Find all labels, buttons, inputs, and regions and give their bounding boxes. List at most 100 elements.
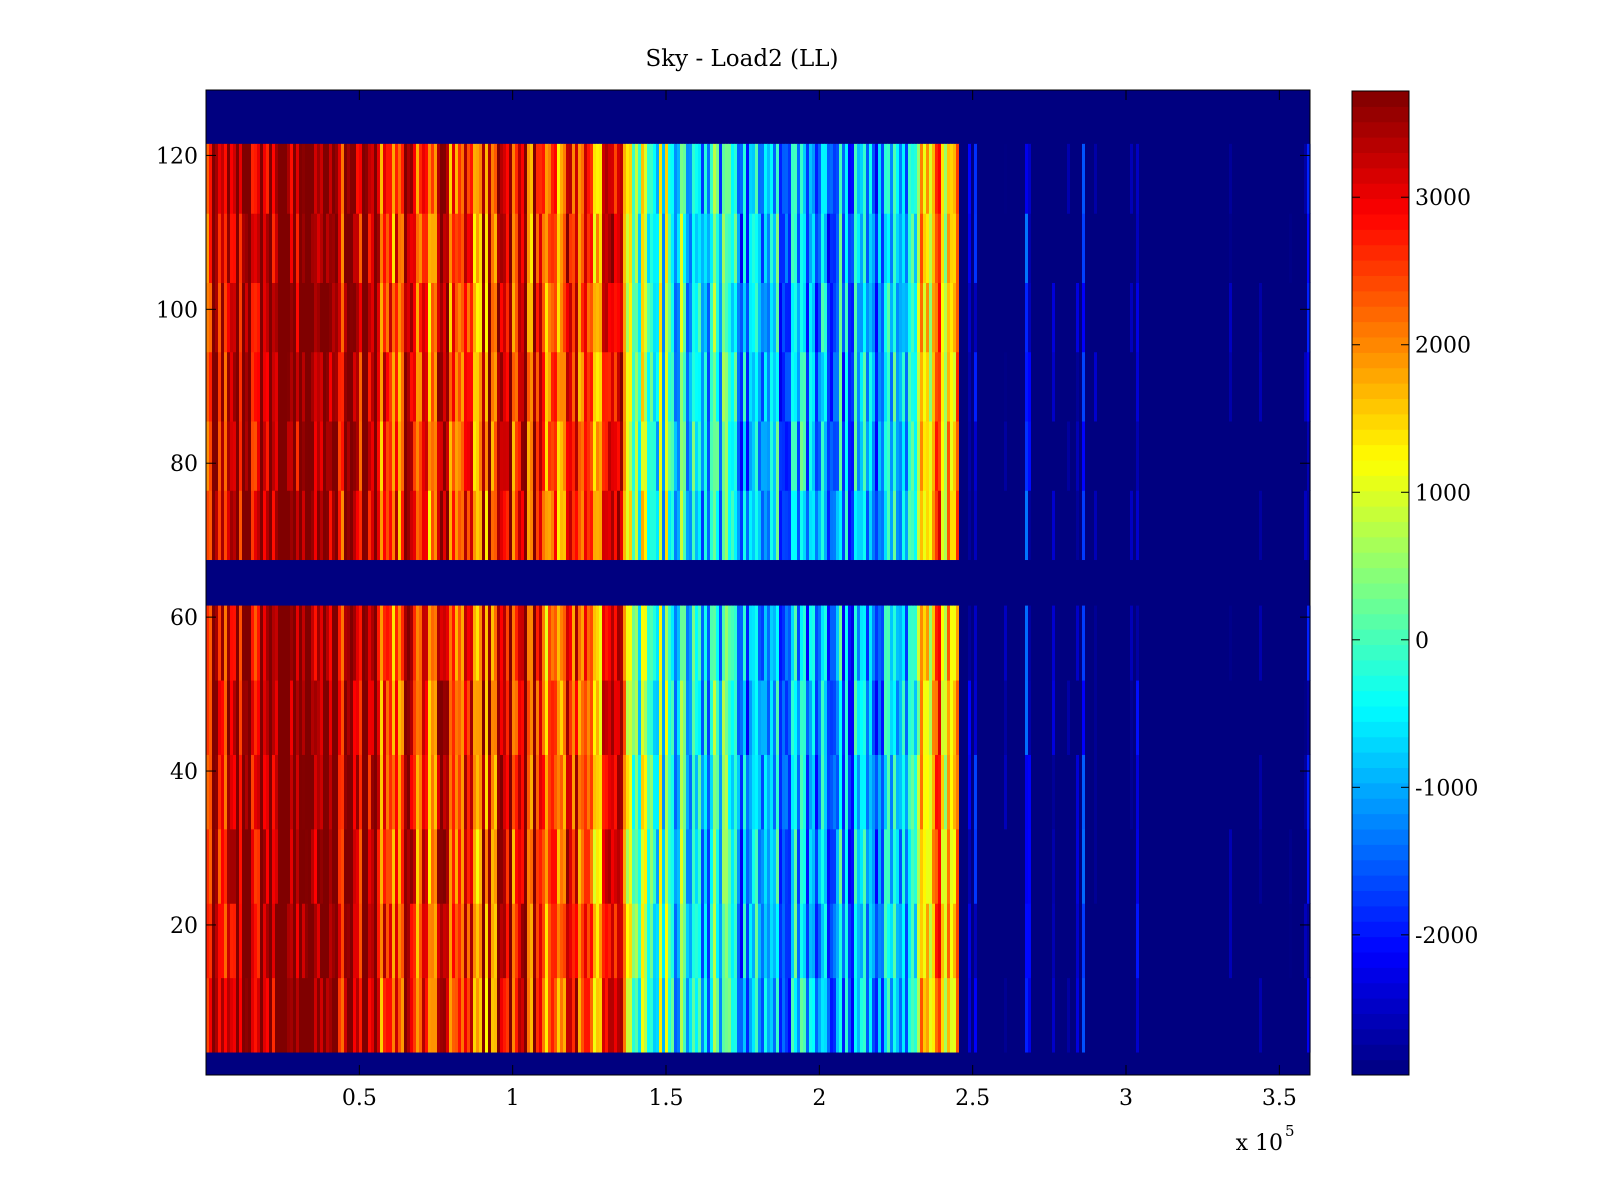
heatmap-cell <box>446 903 450 979</box>
heatmap-cell <box>1187 977 1191 1053</box>
heatmap-cell <box>449 420 453 491</box>
heatmap-cell <box>869 282 873 353</box>
heatmap-cell <box>596 351 600 422</box>
heatmap-cell <box>920 143 924 214</box>
heatmap-cell <box>1145 143 1149 214</box>
heatmap-cell <box>1058 828 1062 904</box>
heatmap-cell <box>1061 605 1065 681</box>
heatmap-cell <box>968 143 972 214</box>
heatmap-cell <box>947 977 951 1053</box>
heatmap-cell <box>1064 828 1068 904</box>
heatmap-cell <box>653 282 657 353</box>
heatmap-cell <box>395 977 399 1053</box>
heatmap-cell <box>302 605 306 681</box>
heatmap-cell <box>980 977 984 1053</box>
heatmap-cell <box>404 977 408 1053</box>
heatmap-cell <box>749 351 753 422</box>
heatmap-cell <box>308 977 312 1053</box>
heatmap-cell <box>773 828 777 904</box>
heatmap-cell <box>410 351 414 422</box>
heatmap-cell <box>425 679 429 755</box>
heatmap-cell <box>812 605 816 681</box>
heatmap-cell <box>1064 490 1068 561</box>
heatmap-cell <box>392 282 396 353</box>
heatmap-cell <box>944 828 948 904</box>
heatmap-cell <box>1016 977 1020 1053</box>
heatmap-cell <box>1088 903 1092 979</box>
heatmap-cell <box>845 828 849 904</box>
heatmap-cell <box>935 679 939 755</box>
heatmap-cell <box>1256 828 1260 904</box>
colorbar-segment <box>1352 521 1409 538</box>
heatmap-cell <box>830 213 834 283</box>
heatmap-cell <box>959 282 963 353</box>
colorbar-segment <box>1352 229 1409 246</box>
heatmap-cell <box>392 903 396 979</box>
heatmap-cell <box>1211 351 1215 422</box>
heatmap-cell <box>1226 903 1230 979</box>
heatmap-cell <box>740 420 744 491</box>
heatmap-cell <box>776 420 780 491</box>
heatmap-cell <box>1223 282 1227 353</box>
heatmap-cell <box>1280 420 1284 491</box>
heatmap-cell <box>461 490 465 561</box>
heatmap-cell <box>224 490 228 561</box>
heatmap-cell <box>440 977 444 1053</box>
heatmap-cell <box>869 605 873 681</box>
heatmap-cell <box>1031 143 1035 214</box>
heatmap-cell <box>809 828 813 904</box>
heatmap-cell <box>680 490 684 561</box>
heatmap-cell <box>1175 351 1179 422</box>
heatmap-cell <box>995 605 999 681</box>
heatmap-cell <box>1061 977 1065 1053</box>
heatmap-cell <box>905 351 909 422</box>
heatmap-cell <box>515 903 519 979</box>
heatmap-cell <box>431 605 435 681</box>
heatmap-cell <box>1112 977 1116 1053</box>
heatmap-cell <box>992 282 996 353</box>
heatmap-cell <box>692 143 696 214</box>
heatmap-cell <box>794 828 798 904</box>
heatmap-cell <box>452 754 456 830</box>
heatmap-cell <box>242 143 246 214</box>
heatmap-cell <box>386 420 390 491</box>
heatmap-cell <box>1106 420 1110 491</box>
heatmap-cell <box>719 605 723 681</box>
heatmap-cell <box>1076 213 1080 283</box>
heatmap-cell <box>584 282 588 353</box>
heatmap-cell <box>1067 828 1071 904</box>
heatmap-cell <box>929 282 933 353</box>
heatmap-cell <box>458 828 462 904</box>
heatmap-cell <box>575 679 579 755</box>
heatmap-cell <box>1226 977 1230 1053</box>
colorbar-segment <box>1352 967 1409 984</box>
heatmap-cell <box>968 605 972 681</box>
heatmap-cell <box>860 351 864 422</box>
heatmap-cell <box>779 490 783 561</box>
heatmap-cell <box>653 490 657 561</box>
heatmap-cell <box>1127 977 1131 1053</box>
heatmap-cell <box>785 679 789 755</box>
heatmap-cell <box>1271 282 1275 353</box>
heatmap-cell <box>878 679 882 755</box>
heatmap-cell <box>473 282 477 353</box>
heatmap-cell <box>590 903 594 979</box>
heatmap-cell <box>971 679 975 755</box>
heatmap-cell <box>944 213 948 283</box>
heatmap-cell <box>452 420 456 491</box>
heatmap-cell <box>875 490 879 561</box>
heatmap-cell <box>743 213 747 283</box>
heatmap-cell <box>947 282 951 353</box>
heatmap-cell <box>824 828 828 904</box>
colorbar-tick-label: 0 <box>1415 629 1429 654</box>
heatmap-cell <box>959 828 963 904</box>
heatmap-cell <box>860 679 864 755</box>
heatmap-cell <box>263 282 267 353</box>
heatmap-cell <box>1202 143 1206 214</box>
heatmap-blank-band <box>206 1051 1310 1075</box>
heatmap-cell <box>1010 213 1014 283</box>
heatmap-cell <box>965 754 969 830</box>
heatmap-cell <box>857 351 861 422</box>
heatmap-cell <box>791 754 795 830</box>
heatmap-cell <box>461 351 465 422</box>
